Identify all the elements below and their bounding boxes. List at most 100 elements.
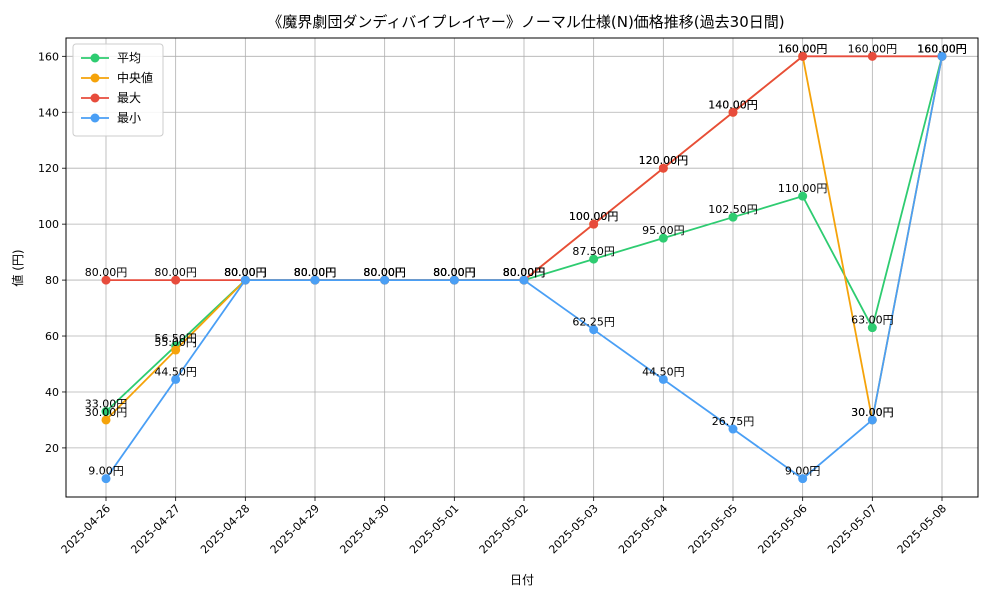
data-point [937, 51, 947, 61]
y-axis-label: 値 (円) [10, 249, 25, 286]
data-point [101, 275, 111, 285]
data-label: 55.00円 [154, 336, 197, 349]
data-point [728, 212, 738, 222]
data-label: 80.00円 [433, 266, 476, 279]
legend-marker [90, 53, 100, 63]
data-point [867, 415, 877, 425]
data-labels: 33.00円 56.50円 80.00円 80.00円 80.00円 80.00円 80.0… [85, 42, 967, 477]
data-label: 160.00円 [778, 42, 828, 55]
y-tick-label: 100 [38, 218, 59, 231]
data-label: 140.00円 [708, 98, 758, 111]
x-tick-label: 2025-04-30 [337, 502, 391, 556]
data-point [658, 233, 668, 243]
data-point [310, 275, 320, 285]
data-label: 160.00円 [917, 42, 967, 55]
grid [66, 38, 978, 497]
data-label: 87.50円 [572, 245, 615, 258]
data-label: 110.00円 [778, 182, 828, 195]
data-label: 63.00円 [851, 314, 894, 327]
data-label: 80.00円 [294, 266, 337, 279]
data-label: 100.00円 [569, 210, 619, 223]
legend-label: 平均 [117, 51, 141, 65]
y-tick-label: 20 [45, 442, 59, 455]
data-label: 80.00円 [224, 266, 267, 279]
data-label: 80.00円 [224, 266, 267, 279]
data-label: 80.00円 [363, 266, 406, 279]
data-point [798, 51, 808, 61]
data-label: 80.00円 [154, 266, 197, 279]
x-axis-label: 日付 [510, 573, 534, 587]
data-label: 160.00円 [917, 42, 967, 55]
data-point [798, 191, 808, 201]
data-point [728, 424, 738, 434]
data-label: 160.00円 [917, 42, 967, 55]
data-label: 160.00円 [917, 42, 967, 55]
data-label: 80.00円 [363, 266, 406, 279]
data-label: 56.50円 [154, 332, 197, 345]
data-point [171, 275, 181, 285]
x-tick-label: 2025-05-06 [755, 502, 809, 556]
data-label: 120.00円 [639, 154, 689, 167]
data-label: 95.00円 [642, 224, 685, 237]
data-label: 80.00円 [294, 266, 337, 279]
data-label: 80.00円 [363, 266, 406, 279]
y-tick-label: 40 [45, 386, 59, 399]
data-point [519, 275, 529, 285]
legend-marker [90, 73, 100, 83]
data-label: 120.00円 [639, 154, 689, 167]
data-label: 44.50円 [642, 365, 685, 378]
data-label: 9.00円 [88, 465, 124, 478]
y-axis: 20 40 60 80 100 120 140 160 [38, 50, 66, 455]
data-point [589, 219, 599, 229]
data-point [101, 415, 111, 425]
x-tick-label: 2025-04-28 [198, 502, 252, 556]
data-point [728, 107, 738, 117]
x-tick-label: 2025-05-04 [616, 502, 670, 556]
data-point [867, 51, 877, 61]
data-label: 80.00円 [224, 266, 267, 279]
data-label: 80.00円 [363, 266, 406, 279]
data-label: 80.00円 [503, 266, 546, 279]
data-point [171, 345, 181, 355]
data-label: 160.00円 [848, 42, 898, 55]
data-point [380, 275, 390, 285]
x-tick-label: 2025-04-27 [128, 502, 182, 556]
data-label: 80.00円 [433, 266, 476, 279]
data-point [658, 374, 668, 384]
data-label: 33.00円 [85, 398, 128, 411]
x-tick-label: 2025-05-07 [825, 502, 879, 556]
data-point [589, 325, 599, 335]
plot-frame [65, 37, 979, 498]
data-label: 102.50円 [708, 203, 758, 216]
y-tick-label: 60 [45, 330, 59, 343]
x-tick-label: 2025-05-02 [477, 502, 531, 556]
y-tick-label: 120 [38, 162, 59, 175]
data-label: 30.00円 [851, 406, 894, 419]
legend-marker [90, 113, 100, 123]
data-label: 30.00円 [851, 406, 894, 419]
data-label: 44.50円 [154, 365, 197, 378]
legend-label: 最大 [117, 91, 141, 105]
data-label: 80.00円 [294, 266, 337, 279]
data-point [867, 323, 877, 333]
legend-marker [90, 93, 100, 103]
data-label: 9.00円 [785, 465, 821, 478]
data-point [101, 474, 111, 484]
data-point [171, 374, 181, 384]
x-tick-label: 2025-05-03 [546, 502, 600, 556]
data-label: 80.00円 [503, 266, 546, 279]
data-point [101, 407, 111, 417]
series-layer [101, 51, 947, 484]
data-label: 30.00円 [85, 406, 128, 419]
y-tick-label: 160 [38, 50, 59, 63]
data-point [589, 254, 599, 264]
data-label: 80.00円 [503, 266, 546, 279]
data-label: 80.00円 [224, 266, 267, 279]
data-point [658, 163, 668, 173]
x-tick-label: 2025-04-26 [59, 502, 113, 556]
chart-title: 《魔界劇団ダンディバイプレイヤー》ノーマル仕様(N)価格推移(過去30日間) [267, 13, 784, 31]
y-tick-label: 140 [38, 106, 59, 119]
data-label: 80.00円 [503, 266, 546, 279]
